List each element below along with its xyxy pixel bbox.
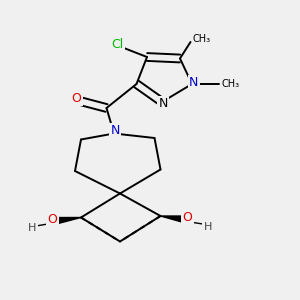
Text: H: H [203, 221, 212, 232]
Polygon shape [58, 218, 81, 224]
Text: H: H [28, 223, 37, 233]
Text: N: N [110, 124, 120, 137]
Text: CH₃: CH₃ [221, 79, 239, 89]
Text: N: N [189, 76, 199, 89]
Text: N: N [158, 97, 168, 110]
Text: Cl: Cl [111, 38, 123, 52]
Text: O: O [183, 211, 192, 224]
Text: O: O [48, 213, 57, 226]
Text: O: O [72, 92, 81, 105]
Polygon shape [160, 216, 182, 222]
Text: CH₃: CH₃ [193, 34, 211, 44]
